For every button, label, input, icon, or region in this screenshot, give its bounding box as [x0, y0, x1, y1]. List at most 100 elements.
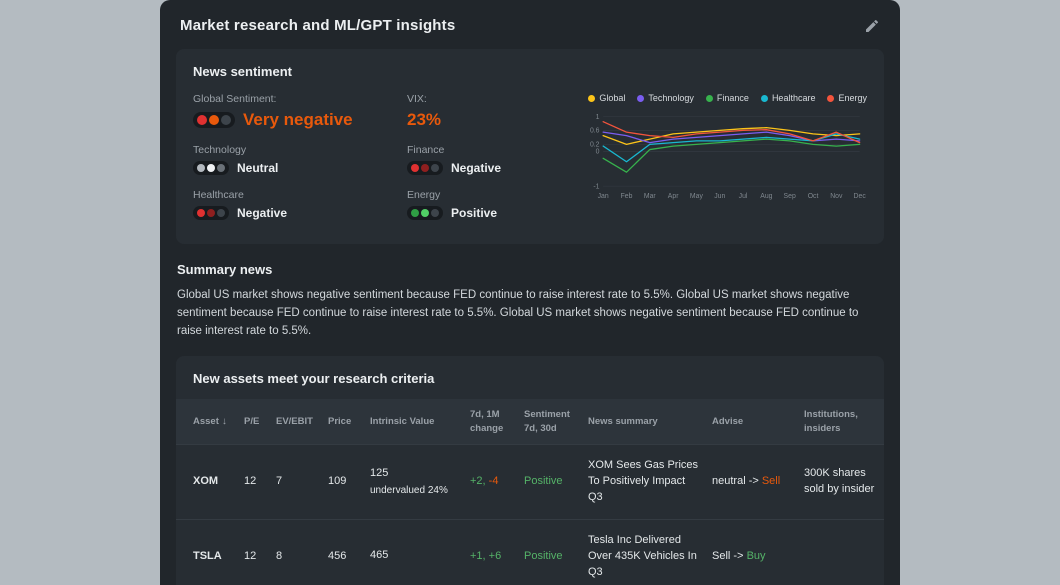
sentiment-dot — [217, 209, 225, 217]
cell-asset: TSLA — [176, 518, 238, 585]
indicator-label: Global Sentiment: — [193, 93, 277, 105]
sentiment-dot — [421, 164, 429, 172]
cell-institutions — [798, 518, 884, 585]
cell-pe: 12 — [238, 518, 270, 585]
svg-text:Sep: Sep — [784, 193, 796, 200]
legend-label: Technology — [648, 93, 694, 103]
sentiment-column-mid: VIX: 23% Finance Negative Energy — [407, 93, 557, 234]
change-1m: -4 — [488, 474, 499, 487]
legend-dot-icon — [588, 94, 596, 102]
advise-from: neutral -> — [712, 474, 759, 487]
cell-news-summary: XOM Sees Gas Prices To Positively Impact… — [582, 444, 706, 520]
cell-change: +1, +6 — [464, 518, 518, 585]
cell-price: 109 — [322, 444, 364, 520]
column-header-sentiment: Sentiment 7d, 30d — [524, 409, 570, 434]
svg-text:Dec: Dec — [854, 193, 867, 200]
sentiment-line-chart: 1 0.6 0.20 -1 Jan Feb Mar Apr May Jun Jul Aug Sep Oct… — [590, 114, 867, 200]
summary-news-section: Summary news Global US market shows nega… — [160, 244, 900, 356]
svg-text:May: May — [690, 193, 704, 200]
cell-news-summary: Tesla Inc Delivered Over 435K Vehicles I… — [582, 518, 706, 585]
indicator-label: VIX: — [407, 93, 427, 105]
svg-text:0.2: 0.2 — [590, 142, 600, 149]
indicator-healthcare: Healthcare Negative — [193, 189, 381, 220]
column-header-ev-ebit: EV/EBIT — [276, 416, 313, 428]
indicator-value: Negative — [237, 206, 288, 220]
legend-item[interactable]: Healthcare — [760, 93, 816, 103]
indicator-energy: Energy Positive — [407, 189, 557, 220]
column-header-institutions: Institutions, insiders — [804, 409, 858, 434]
svg-text:Jan: Jan — [598, 193, 609, 200]
intrinsic-sub: undervalued 24% — [370, 484, 448, 496]
sentiment-chart: Global Technology Finance Healthcare Energy … — [583, 93, 867, 234]
edit-button[interactable] — [864, 18, 880, 34]
legend-item[interactable]: Global — [588, 93, 625, 103]
sentiment-dot — [411, 164, 419, 172]
indicator-vix: VIX: 23% — [407, 93, 557, 130]
cell-sentiment: Positive — [518, 444, 582, 520]
column-header-price: Price — [328, 416, 352, 428]
cell-advise: Sell -> Buy — [706, 518, 798, 585]
sentiment-dot — [221, 115, 231, 125]
summary-news-text: Global US market shows negative sentimen… — [177, 289, 859, 337]
change-7d: +2, — [470, 474, 486, 487]
sentiment-pill-icon — [193, 112, 235, 128]
indicator-label: Healthcare — [193, 189, 244, 201]
chart-legend: Global Technology Finance Healthcare Energy — [583, 93, 867, 103]
assets-card-title: New assets meet your research criteria — [193, 371, 435, 387]
svg-text:0.6: 0.6 — [590, 128, 600, 135]
indicator-value: Positive — [451, 206, 498, 220]
svg-text:Aug: Aug — [760, 193, 772, 200]
svg-text:Feb: Feb — [621, 193, 633, 200]
cell-asset: XOM — [176, 444, 238, 520]
sentiment-dot — [207, 209, 215, 217]
cell-ev-ebit: 8 — [270, 518, 322, 585]
change-1m: +6 — [488, 549, 502, 562]
news-sentiment-title: News sentiment — [193, 64, 292, 79]
legend-item[interactable]: Finance — [705, 93, 749, 103]
sentiment-dot — [431, 164, 439, 172]
sentiment-dot — [197, 164, 205, 172]
cell-advise: neutral -> Sell — [706, 444, 798, 520]
cell-ev-ebit: 7 — [270, 444, 322, 520]
cell-intrinsic: 125 undervalued 24% — [364, 444, 464, 520]
table-header-row: Asset ↓ P/E EV/EBIT Price Intrinsic Value… — [176, 399, 884, 445]
intrinsic-main: 125 — [370, 466, 389, 479]
column-header-news-summary: News summary — [588, 416, 658, 428]
assets-table: Asset ↓ P/E EV/EBIT Price Intrinsic Value… — [176, 399, 884, 585]
cell-price: 456 — [322, 518, 364, 585]
svg-text:Mar: Mar — [644, 193, 657, 200]
svg-text:0: 0 — [596, 149, 600, 156]
sentiment-dot — [197, 115, 207, 125]
assets-card: New assets meet your research criteria A… — [176, 356, 884, 585]
legend-dot-icon — [760, 94, 768, 102]
svg-text:Jul: Jul — [739, 193, 748, 200]
sentiment-dot — [197, 209, 205, 217]
indicator-label: Technology — [193, 144, 247, 156]
column-header-asset[interactable]: Asset ↓ — [176, 399, 238, 444]
legend-item[interactable]: Energy — [827, 93, 867, 103]
legend-dot-icon — [637, 94, 645, 102]
indicator-value: Neutral — [237, 161, 279, 175]
cell-institutions: 300K shares sold by insider — [798, 444, 884, 520]
intrinsic-main: 465 — [370, 548, 389, 561]
sentiment-pill-icon — [193, 161, 229, 175]
legend-label: Healthcare — [771, 93, 816, 103]
indicator-finance: Finance Negative — [407, 144, 557, 175]
svg-text:1: 1 — [596, 114, 600, 121]
sentiment-pill-icon — [407, 161, 443, 175]
indicator-technology: Technology Neutral — [193, 144, 381, 175]
sentiment-dot — [207, 164, 215, 172]
column-header-advise: Advise — [712, 416, 744, 428]
sentiment-dot — [209, 115, 219, 125]
table-row: TSLA 12 8 456 465 +1, +6 Pos — [176, 518, 884, 585]
svg-text:Nov: Nov — [830, 193, 843, 200]
column-header-pe: P/E — [244, 416, 260, 428]
sentiment-pill-icon — [407, 206, 443, 220]
legend-item[interactable]: Technology — [637, 93, 694, 103]
assets-card-header: New assets meet your research criteria — [176, 356, 884, 399]
legend-dot-icon — [705, 94, 713, 102]
legend-label: Energy — [838, 93, 867, 103]
news-sentiment-card: News sentiment Global Sentiment: Very ne… — [176, 49, 884, 244]
legend-label: Finance — [716, 93, 749, 103]
sentiment-dot — [217, 164, 225, 172]
